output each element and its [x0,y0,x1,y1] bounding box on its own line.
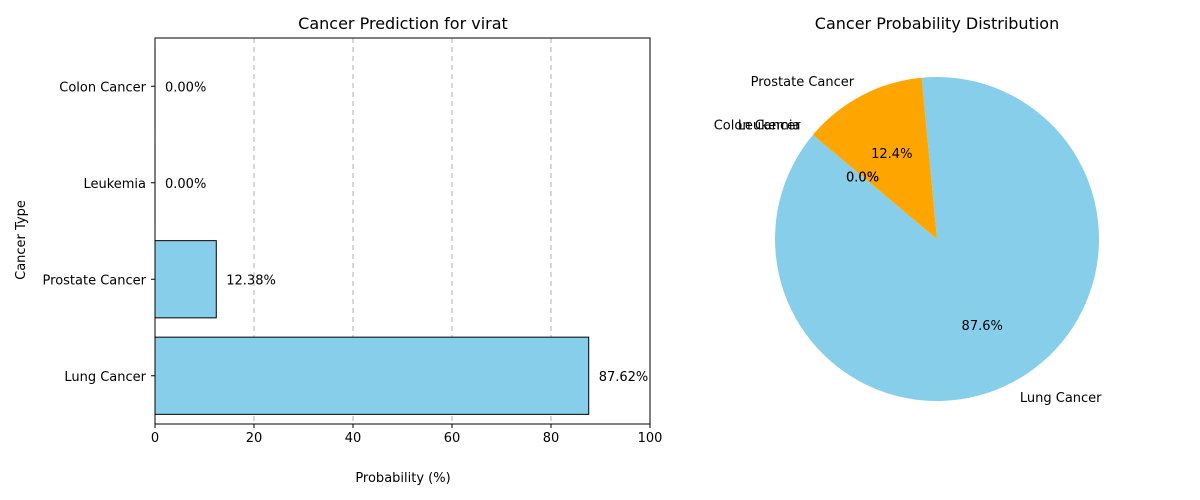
x-tick-label: 100 [638,431,663,446]
bar-data-label: 12.38% [226,273,276,288]
bar-plot-frame [154,37,651,425]
bar-chart-title: Cancer Prediction for virat [298,14,508,33]
pie-category-label: Lung Cancer [1020,391,1102,406]
pie-slice [812,77,937,239]
pie-slices [775,76,1099,401]
pie-percent-label: 12.4% [871,147,912,162]
bar-data-label: 0.00% [165,177,206,192]
bar-data-label: 0.00% [165,80,206,95]
pie-chart: Cancer Probability Distribution Lung Can… [714,14,1102,406]
y-tick-label: Colon Cancer [59,80,146,95]
pie-category-label: Prostate Cancer [751,75,855,90]
bar-y-axis-label: Cancer Type [14,200,29,280]
bar-gridlines [253,38,552,424]
bar-x-axis-label: Probability (%) [355,471,450,486]
pie-percent-label: 87.6% [962,319,1003,334]
pie-slice [775,76,1099,401]
x-tick-label: 0 [151,431,159,446]
pie-labels: Lung Cancer 87.6% Prostate Cancer 12.4% Leuk… [714,75,1102,406]
x-tick-label: 80 [543,431,560,446]
pie-chart-title: Cancer Probability Distribution [815,14,1059,33]
bar-x-axis-ticks: 0 20 40 60 80 100 [151,424,663,446]
x-tick-label: 60 [444,431,461,446]
bar [154,336,590,415]
bar-y-axis-ticks: Lung Cancer Prostate Cancer Leukemia Colon … [43,80,155,385]
bar-series [154,47,590,415]
y-tick-label: Lung Cancer [64,370,146,385]
pie-percent-label: 0.0% [846,171,879,186]
pie-category-label: Leukemia [738,118,801,133]
bar-data-label: 87.62% [599,370,649,385]
pie-percent-label: 0.0% [846,171,879,186]
pie-category-label: Colon Cancer [714,118,801,133]
x-tick-label: 20 [246,431,263,446]
y-tick-label: Leukemia [83,177,146,192]
bar [154,240,217,319]
y-tick-label: Prostate Cancer [43,273,147,288]
bar-data-labels: 87.62% 12.38% 0.00% 0.00% [165,80,648,385]
x-tick-label: 40 [345,431,362,446]
bar-chart: Cancer Prediction for virat 0 20 40 60 80 100… [14,14,662,486]
